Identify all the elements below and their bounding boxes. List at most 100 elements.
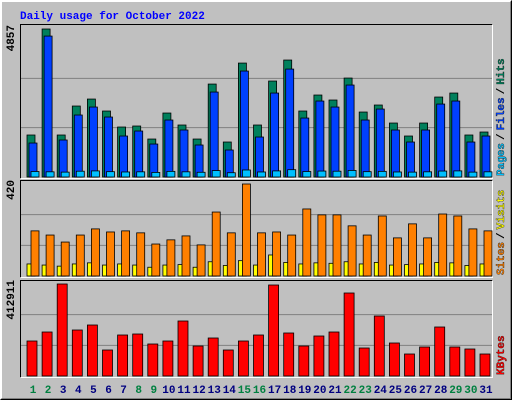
bar (164, 119, 174, 178)
bar (345, 84, 355, 178)
x-tick-label: 9 (150, 385, 157, 397)
legend-separator: / (496, 87, 508, 94)
bar (347, 225, 357, 277)
x-tick-label: 13 (208, 385, 222, 397)
bar (211, 170, 221, 178)
bar (104, 116, 113, 178)
bar (423, 237, 433, 277)
bar (434, 326, 446, 377)
x-tick-label: 5 (90, 385, 97, 397)
bar (468, 228, 478, 277)
bar (43, 35, 53, 178)
bar (375, 108, 385, 178)
bar (272, 231, 282, 277)
bar (285, 68, 295, 178)
bar (45, 234, 55, 277)
bar (449, 346, 461, 377)
bar (257, 232, 266, 277)
panel-highlight (20, 180, 493, 278)
x-tick-label: 24 (374, 385, 388, 397)
x-tick-label: 12 (192, 385, 205, 397)
legend-entry: KBytes (496, 335, 508, 375)
x-tick-label: 29 (449, 385, 462, 397)
bar (479, 353, 491, 377)
bar (58, 139, 68, 178)
bar (451, 100, 461, 178)
bar (211, 211, 221, 277)
bar (241, 183, 251, 277)
bar (483, 171, 493, 178)
bar (298, 345, 310, 377)
panel-highlight (20, 24, 493, 179)
bar (30, 230, 40, 277)
x-tick-label: 17 (268, 385, 281, 397)
legend-entry: Files (496, 97, 508, 130)
bar (121, 171, 130, 178)
bar (358, 347, 370, 377)
bar (162, 340, 174, 377)
bar (60, 171, 70, 178)
bar (300, 117, 310, 178)
bar (41, 331, 53, 377)
bar (136, 171, 146, 178)
bar (453, 170, 463, 178)
bar (151, 172, 161, 178)
bar (222, 349, 234, 377)
bar (45, 171, 55, 178)
x-tick-label: 15 (238, 385, 252, 397)
bar (268, 284, 280, 377)
bar (106, 171, 115, 178)
bar (196, 171, 206, 178)
bar (166, 239, 176, 277)
bar (87, 324, 98, 377)
bar (388, 342, 400, 377)
x-tick-label: 25 (389, 385, 403, 397)
bar (102, 349, 113, 377)
bar (317, 214, 327, 277)
bar (360, 119, 370, 178)
bar (207, 337, 219, 377)
bar (392, 237, 402, 277)
bar (302, 208, 312, 277)
y-max-label: 412911 (6, 280, 18, 320)
bar (328, 331, 340, 377)
bar (377, 215, 387, 277)
bar (179, 129, 189, 178)
bar (56, 283, 68, 377)
x-tick-label: 28 (434, 385, 448, 397)
bar (438, 170, 448, 178)
bar (75, 234, 85, 277)
bar (302, 171, 312, 178)
bar (347, 170, 357, 178)
x-tick-label: 26 (404, 385, 417, 397)
bar (71, 329, 83, 377)
bar (241, 169, 251, 178)
bar (332, 214, 342, 277)
x-tick-label: 20 (313, 385, 326, 397)
bar (390, 129, 400, 178)
bar (483, 230, 493, 277)
bar (132, 333, 144, 377)
bar (419, 346, 431, 377)
bar (117, 334, 128, 377)
bar (453, 215, 463, 277)
bar (468, 171, 478, 178)
bar (75, 170, 85, 178)
bar (30, 171, 40, 178)
chart-title: Daily usage for October 2022 (20, 11, 205, 23)
bar (237, 340, 249, 377)
x-tick-label: 19 (298, 385, 311, 397)
bar (373, 315, 385, 377)
bar (436, 103, 446, 178)
bar (423, 171, 433, 178)
legend-separator: / (496, 133, 508, 140)
bar (147, 343, 159, 377)
bar (177, 320, 189, 377)
bar (362, 171, 372, 178)
x-tick-label: 21 (328, 385, 342, 397)
bar (377, 170, 387, 178)
bar (408, 223, 417, 277)
